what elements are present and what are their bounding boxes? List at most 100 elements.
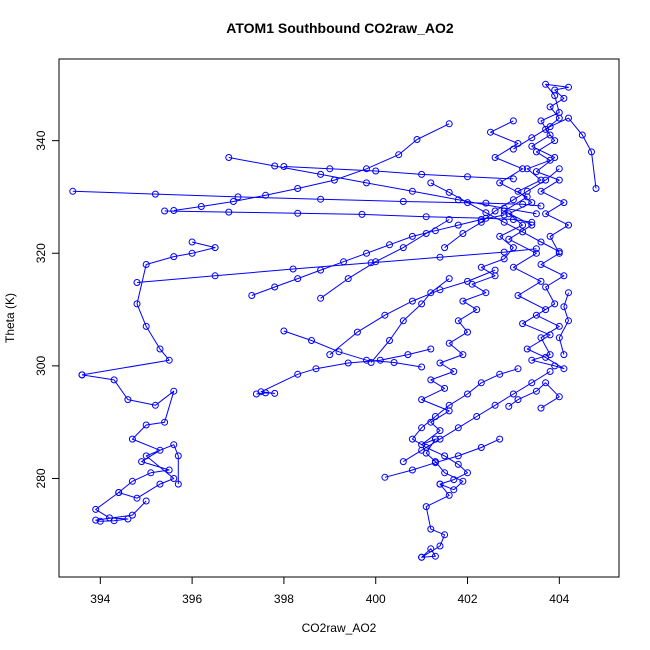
data-point <box>92 505 100 513</box>
data-point <box>532 148 540 156</box>
data-point <box>450 368 458 375</box>
data-point <box>445 120 453 128</box>
data-point <box>537 117 545 125</box>
data-point <box>280 163 288 170</box>
data-point <box>464 390 471 398</box>
data-point <box>491 207 499 215</box>
data-point <box>110 517 118 525</box>
data-point <box>124 396 132 404</box>
data-point <box>537 187 545 195</box>
data-point <box>519 165 527 173</box>
data-point <box>413 136 421 143</box>
data-point <box>436 435 444 443</box>
data-point <box>459 351 467 359</box>
data-point <box>445 275 453 283</box>
data-point <box>532 311 540 319</box>
data-point <box>505 402 513 410</box>
data-point <box>491 401 499 409</box>
data-point <box>509 145 517 153</box>
data-point <box>211 244 219 252</box>
data-point <box>500 218 508 226</box>
data-point <box>509 390 517 398</box>
data-point <box>482 209 490 217</box>
data-point <box>560 94 568 102</box>
series-line <box>329 269 496 355</box>
data-point <box>477 379 485 387</box>
data-point <box>441 531 449 539</box>
x-tick-label: 396 <box>182 592 202 606</box>
data-point <box>560 351 568 359</box>
plot-frame <box>58 58 620 578</box>
series-line <box>72 190 542 207</box>
data-point <box>271 389 279 397</box>
data-point <box>427 525 435 533</box>
data-point <box>532 210 540 218</box>
x-tick-label: 404 <box>549 592 569 606</box>
series-line <box>283 166 514 180</box>
data-point <box>542 80 550 88</box>
data-point <box>294 370 302 378</box>
data-point <box>542 210 550 218</box>
data-point <box>381 311 389 319</box>
data-point <box>317 195 325 203</box>
data-point <box>174 480 182 488</box>
data-point <box>454 196 462 204</box>
data-point <box>363 179 370 187</box>
data-point <box>289 265 297 273</box>
data-point <box>537 261 545 268</box>
data-point <box>523 187 531 195</box>
data-point <box>565 317 572 325</box>
data-point <box>69 187 77 195</box>
data-point <box>211 272 219 280</box>
data-point <box>271 283 279 291</box>
data-point <box>431 552 439 560</box>
data-point <box>436 480 444 488</box>
data-point <box>422 213 430 221</box>
data-point <box>317 266 325 274</box>
x-tick-label: 402 <box>458 592 478 606</box>
data-point <box>110 376 118 384</box>
data-point <box>532 245 540 253</box>
data-point <box>546 232 554 240</box>
data-point <box>450 486 458 494</box>
data-point <box>500 255 508 263</box>
data-point <box>454 460 462 468</box>
data-point <box>459 230 467 237</box>
data-point <box>477 444 485 451</box>
series-line <box>558 292 569 355</box>
data-point <box>445 188 453 196</box>
data-point <box>519 200 527 208</box>
data-point <box>262 389 270 397</box>
data-point <box>165 466 173 474</box>
series-line <box>95 492 147 522</box>
data-point <box>555 176 563 184</box>
data-point <box>551 137 559 145</box>
data-point <box>491 266 499 274</box>
data-point <box>128 435 136 443</box>
data-point <box>459 477 467 485</box>
data-point <box>326 351 334 359</box>
series-line <box>164 210 532 223</box>
data-point <box>496 435 504 443</box>
data-point <box>542 306 550 314</box>
data-point <box>454 424 462 432</box>
data-point <box>464 277 471 285</box>
data-point <box>138 458 146 466</box>
data-point <box>592 185 600 192</box>
data-point <box>500 211 508 219</box>
data-point <box>308 337 315 344</box>
data-point <box>555 334 563 342</box>
data-point <box>491 154 499 161</box>
data-point <box>294 275 302 283</box>
data-point <box>317 294 325 302</box>
data-point <box>367 359 375 366</box>
data-point <box>436 253 444 261</box>
data-point <box>294 185 302 192</box>
data-point <box>546 368 554 375</box>
data-point <box>248 292 256 299</box>
data-point <box>496 179 504 187</box>
data-point <box>473 413 481 420</box>
data-point <box>514 365 522 373</box>
y-axis-label: Theta (K) <box>3 293 17 343</box>
data-point <box>271 162 279 170</box>
